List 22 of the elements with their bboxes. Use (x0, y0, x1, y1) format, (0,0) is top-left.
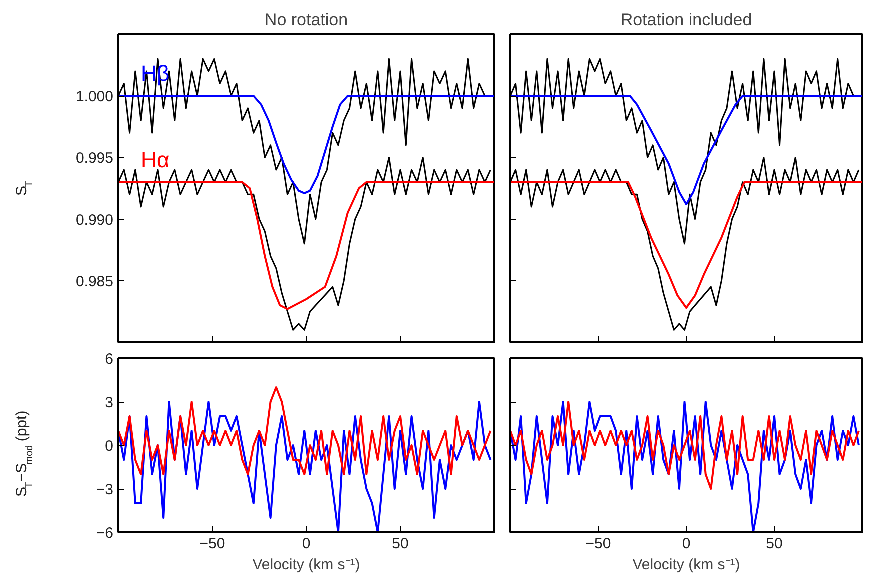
y-axis-title: ST (14, 181, 36, 196)
y-tick-label: 1.000 (76, 88, 114, 106)
y-tick-label: 0.990 (76, 212, 114, 229)
chart-title: No rotation (264, 10, 348, 30)
x-tick-label: −50 (200, 536, 226, 552)
y-tick-label: 0 (105, 438, 114, 455)
y-tick-label: 0.995 (76, 150, 114, 168)
x-tick-label: 0 (302, 536, 311, 552)
y-tick-label: 3 (105, 394, 114, 412)
x-axis-title: Velocity (km s⁻¹) (252, 556, 360, 574)
x-tick-label: 50 (766, 536, 783, 552)
chart-title: Rotation included (620, 10, 752, 30)
y-tick-label: 6 (105, 351, 114, 368)
x-tick-label: 0 (682, 536, 691, 552)
y-axis-title: ST−Smod (ppt) (14, 410, 36, 498)
x-tick-label: 50 (392, 536, 409, 552)
y-tick-label: 0.985 (76, 273, 114, 290)
x-tick-label: −50 (586, 536, 612, 552)
x-axis-title: Velocity (km s⁻¹) (632, 556, 740, 574)
series-label: Hα (141, 147, 170, 172)
y-tick-label: −3 (96, 482, 114, 498)
y-tick-label: −6 (96, 525, 114, 542)
